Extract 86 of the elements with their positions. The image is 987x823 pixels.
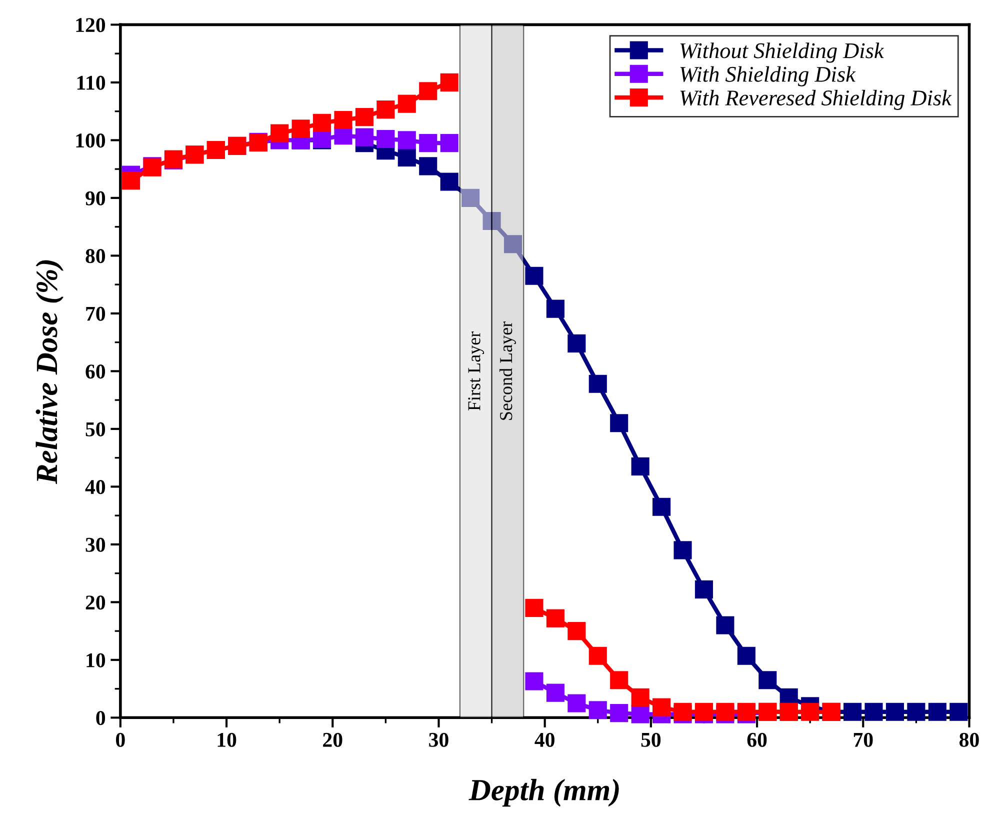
y-tick-label: 120	[76, 18, 106, 32]
point	[737, 702, 756, 721]
point	[928, 702, 946, 721]
point	[631, 705, 650, 724]
band-label: First Layer	[468, 331, 484, 411]
x-tick-label: 50	[641, 732, 661, 747]
point	[525, 672, 544, 690]
point	[610, 671, 628, 690]
point	[312, 114, 332, 132]
y-tick-label: 30	[86, 538, 106, 552]
point	[737, 646, 756, 665]
y-tick-label: 10	[86, 653, 106, 668]
band-label: Second Layer	[499, 321, 516, 420]
x-tick-label: 70	[854, 732, 873, 747]
point	[398, 131, 416, 150]
point	[122, 172, 140, 190]
point	[886, 702, 904, 721]
point	[631, 457, 650, 476]
point	[907, 702, 926, 721]
y-tick-label: 0	[96, 711, 106, 726]
point	[525, 598, 544, 617]
y-tick-label: 20	[86, 596, 106, 610]
point	[482, 212, 501, 230]
point	[398, 94, 416, 113]
y-tick-label: 70	[86, 306, 106, 321]
point	[568, 622, 586, 640]
point	[801, 702, 820, 721]
point	[652, 498, 671, 516]
y-tick-label: 100	[76, 134, 106, 148]
point	[864, 702, 883, 721]
point	[674, 541, 692, 560]
x-tick-label: 80	[960, 732, 979, 747]
point	[950, 702, 968, 721]
point	[610, 704, 628, 722]
point	[546, 684, 564, 702]
point	[694, 702, 714, 721]
point	[376, 100, 395, 119]
point	[588, 646, 607, 665]
point	[631, 688, 650, 706]
x-tick-label: 60	[747, 732, 767, 747]
point	[440, 134, 458, 152]
x-tick-label: 10	[218, 732, 236, 747]
point	[652, 698, 671, 716]
point	[419, 82, 438, 100]
point	[355, 128, 374, 146]
point	[758, 671, 777, 690]
y-tick-label: 50	[86, 422, 106, 436]
point	[610, 414, 628, 432]
x-tick-label: 40	[534, 732, 554, 747]
point	[462, 188, 480, 207]
point	[588, 701, 607, 720]
y-axis-title: Relative Dose (%)	[36, 260, 64, 484]
point	[525, 266, 544, 285]
point	[674, 702, 692, 721]
y-tick-label: 110	[77, 76, 106, 90]
legend-label: With Reveresed Shielding Disk	[680, 90, 952, 110]
point	[568, 334, 586, 352]
point	[546, 609, 564, 628]
point	[843, 702, 862, 721]
point	[376, 130, 395, 148]
legend-label: With Shielding Disk	[680, 66, 856, 86]
point	[292, 120, 310, 138]
y-tick-label: 60	[86, 364, 106, 379]
y-tick-label: 80	[86, 249, 106, 264]
point	[504, 235, 522, 254]
legend-label: Without Shielding Disk	[680, 42, 884, 63]
y-tick-label: 90	[86, 191, 106, 206]
point	[588, 374, 607, 393]
x-tick-label: 0	[116, 732, 125, 747]
point	[419, 157, 438, 176]
x-tick-label: 20	[323, 732, 342, 747]
point	[716, 702, 734, 721]
y-tick-label: 40	[85, 480, 106, 494]
point	[546, 300, 564, 318]
x-axis-title: Depth (mm)	[468, 778, 619, 807]
point	[398, 148, 416, 167]
x-tick-label: 30	[429, 732, 448, 747]
point	[716, 616, 734, 634]
point	[419, 134, 438, 152]
point	[568, 694, 586, 712]
point	[440, 172, 458, 191]
point	[440, 73, 458, 92]
point	[270, 124, 289, 142]
point	[355, 108, 374, 126]
point	[334, 110, 352, 129]
point	[694, 580, 714, 598]
